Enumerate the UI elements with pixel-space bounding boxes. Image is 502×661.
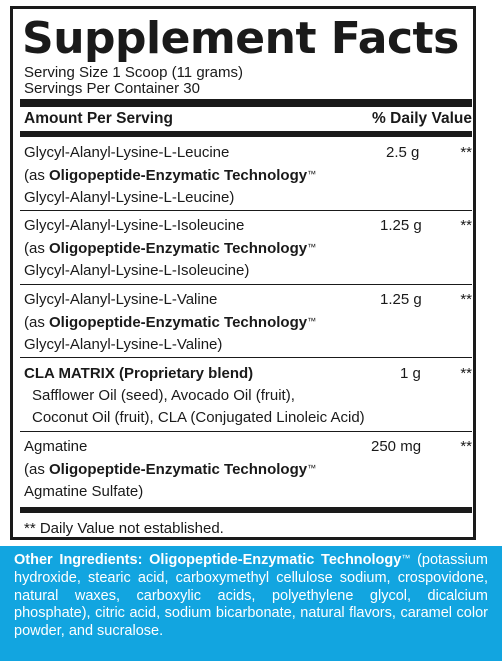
- ingredient-amount: 1.25 g: [380, 217, 422, 234]
- technology-name: Oligopeptide-Enzymatic Technology: [49, 461, 308, 478]
- thick-divider-bottom: [20, 507, 472, 513]
- blend-ingredients-line: Coconut Oil (fruit), CLA (Conjugated Lin…: [32, 409, 365, 426]
- other-ingredients-text: Other Ingredients: Oligopeptide-Enzymati…: [14, 552, 488, 640]
- ingredient-name: Glycyl-Alanyl-Lysine-L-Isoleucine: [24, 217, 245, 234]
- panel-border: [10, 6, 476, 540]
- row-divider: [20, 357, 472, 358]
- daily-value-label: % Daily Value: [372, 110, 472, 127]
- ingredient-sub: Glycyl-Alanyl-Lysine-L-Isoleucine): [24, 262, 250, 279]
- amount-per-serving-label: Amount Per Serving: [24, 110, 173, 127]
- servings-per-container: Servings Per Container 30: [24, 80, 200, 97]
- other-ingredients-list: (potassium hydroxide, stearic acid, carb…: [14, 552, 488, 640]
- ingredient-dv: **: [460, 438, 472, 455]
- ingredient-dv: **: [460, 144, 472, 161]
- technology-name: Oligopeptide-Enzymatic Technology: [49, 167, 308, 184]
- row-divider: [20, 431, 472, 432]
- ingredient-row: Glycyl-Alanyl-Lysine-L-Valine 1.25 g ** …: [20, 290, 472, 355]
- ingredient-row: CLA MATRIX (Proprietary blend) 1 g ** Sa…: [20, 363, 472, 428]
- ingredient-row: Agmatine 250 mg ** (as Oligopeptide-Enzy…: [20, 437, 472, 502]
- ingredient-amount: 250 mg: [371, 438, 422, 455]
- thick-divider-header: [20, 131, 472, 137]
- ingredient-dv: **: [460, 217, 472, 234]
- ingredient-name: Glycyl-Alanyl-Lysine-L-Valine: [24, 291, 218, 308]
- ingredient-dv: **: [460, 365, 472, 382]
- ingredient-form: (as Oligopeptide-Enzymatic Technology™: [24, 240, 317, 257]
- row-divider: [20, 284, 472, 285]
- ingredient-amount: 2.5 g: [386, 144, 420, 161]
- ingredient-name: Glycyl-Alanyl-Lysine-L-Leucine: [24, 144, 230, 161]
- ingredient-sub: Glycyl-Alanyl-Lysine-L-Valine): [24, 336, 223, 353]
- ingredient-amount: 1 g: [400, 365, 421, 382]
- ingredient-row: Glycyl-Alanyl-Lysine-L-Isoleucine 1.25 g…: [20, 216, 472, 281]
- other-ingredients-label: Other Ingredients: Oligopeptide-Enzymati…: [14, 552, 402, 568]
- serving-size: Serving Size 1 Scoop (11 grams): [24, 64, 243, 81]
- thick-divider-top: [20, 99, 472, 107]
- supplement-facts-panel: Supplement Facts Serving Size 1 Scoop (1…: [10, 6, 476, 540]
- ingredient-sub: Glycyl-Alanyl-Lysine-L-Leucine): [24, 189, 235, 206]
- ingredient-form: (as Oligopeptide-Enzymatic Technology™: [24, 314, 317, 331]
- ingredient-form: (as Oligopeptide-Enzymatic Technology™: [24, 167, 317, 184]
- ingredient-dv: **: [460, 291, 472, 308]
- technology-name: Oligopeptide-Enzymatic Technology: [49, 314, 308, 331]
- ingredient-row: Glycyl-Alanyl-Lysine-L-Leucine 2.5 g ** …: [20, 143, 472, 208]
- ingredient-sub: Agmatine Sulfate): [24, 483, 144, 500]
- ingredient-amount: 1.25 g: [380, 291, 422, 308]
- footnote: ** Daily Value not established.: [24, 520, 224, 537]
- ingredient-form: (as Oligopeptide-Enzymatic Technology™: [24, 461, 317, 478]
- technology-name: Oligopeptide-Enzymatic Technology: [49, 240, 308, 257]
- row-divider: [20, 210, 472, 211]
- other-ingredients-panel: Other Ingredients: Oligopeptide-Enzymati…: [0, 546, 502, 661]
- column-header: Amount Per Serving % Daily Value: [24, 110, 472, 128]
- ingredient-name: CLA MATRIX (Proprietary blend): [24, 365, 254, 382]
- panel-title: Supplement Facts: [22, 13, 459, 64]
- ingredient-name: Agmatine: [24, 438, 88, 455]
- blend-ingredients-line: Safflower Oil (seed), Avocado Oil (fruit…: [32, 387, 295, 404]
